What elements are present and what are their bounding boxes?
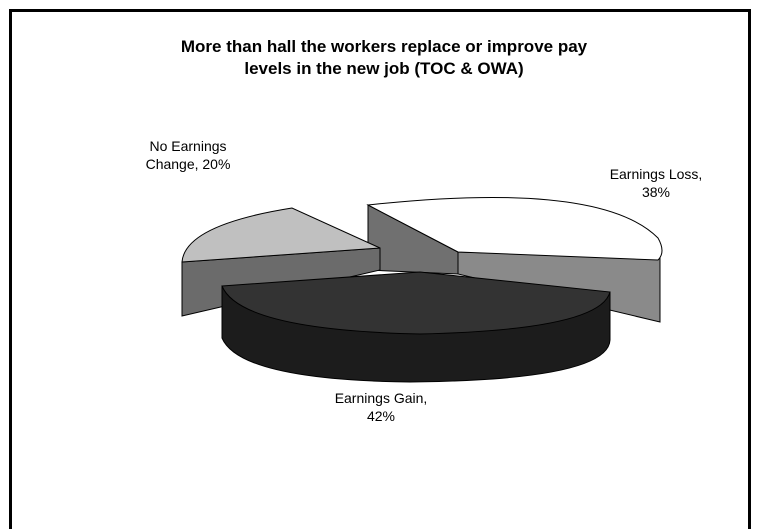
chart-title-line-1: More than hall the workers replace or im… [180, 37, 588, 56]
slice-earnings-gain [221, 271, 611, 383]
label-no-earnings-change-line-2: Change, 20% [145, 156, 231, 172]
label-earnings-gain-line-1: Earnings Gain, [334, 390, 428, 406]
slice-earnings-gain-top [221, 271, 611, 335]
slice-no-earnings-change-top [181, 207, 381, 263]
label-earnings-loss-line-1: Earnings Loss, [609, 166, 703, 182]
label-earnings-gain-line-2: 42% [366, 408, 396, 424]
chart-title-line-2: levels in the new job (TOC & OWA) [244, 59, 524, 78]
label-no-earnings-change: No Earnings Change, 20% [128, 137, 248, 173]
slice-earnings-loss-top [366, 197, 663, 261]
label-earnings-loss: Earnings Loss, 38% [596, 165, 716, 201]
chart-title: More than hall the workers replace or im… [0, 36, 768, 80]
label-no-earnings-change-line-1: No Earnings [149, 138, 227, 154]
label-earnings-loss-line-2: 38% [641, 184, 671, 200]
label-earnings-gain: Earnings Gain, 42% [306, 389, 456, 425]
